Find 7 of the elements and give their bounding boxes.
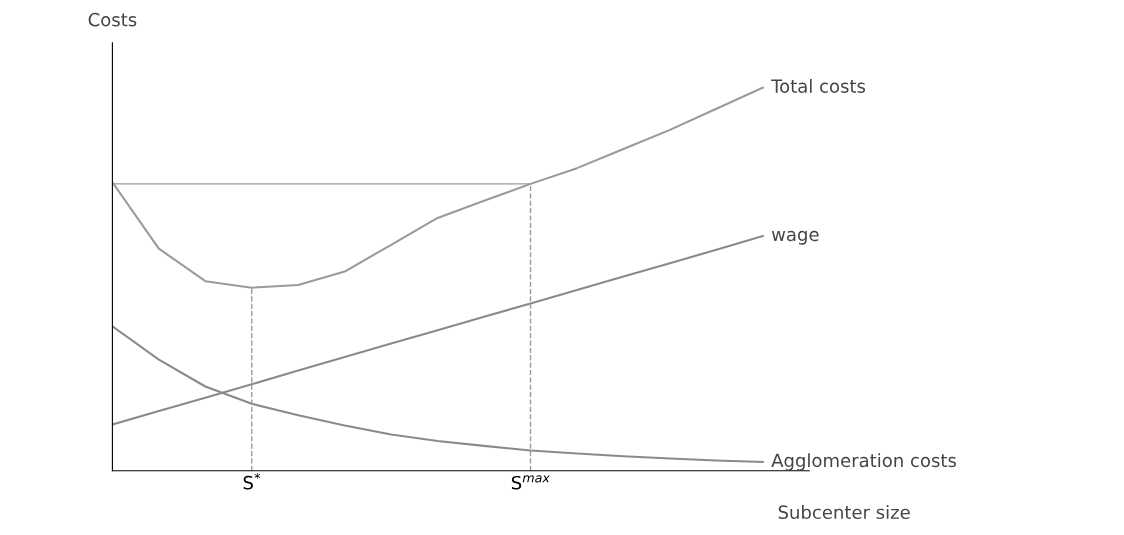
- x-axis-title: Subcenter size: [778, 505, 910, 520]
- y-axis-title: Costs: [88, 12, 137, 27]
- x-tick-label: S$^{*}$: [243, 472, 261, 490]
- series-label: wage: [771, 230, 819, 245]
- x-tick-label: S$^{max}$: [511, 475, 550, 490]
- series-label: Agglomeration costs: [771, 453, 956, 471]
- series-label: Total costs: [771, 78, 866, 93]
